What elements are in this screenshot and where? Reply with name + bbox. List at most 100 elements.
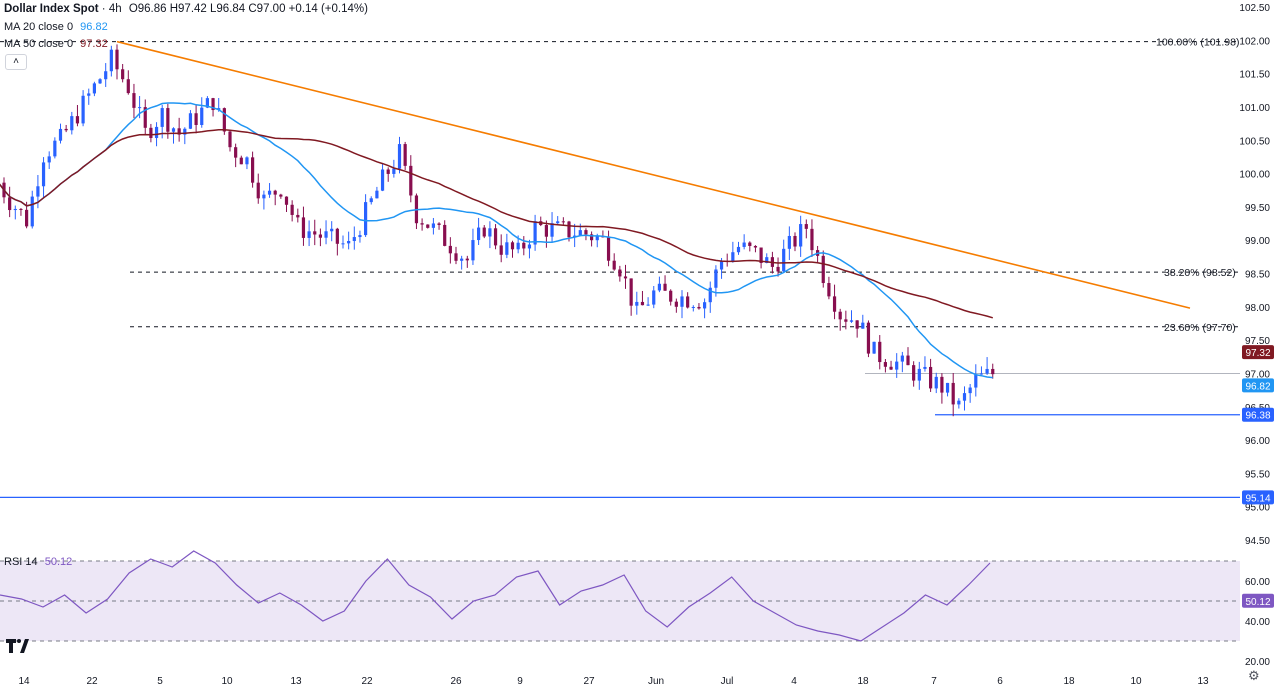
candle-body xyxy=(849,320,854,322)
candle-body xyxy=(154,126,159,139)
candle-body xyxy=(465,258,469,261)
y-tick-label: 96.00 xyxy=(1245,436,1270,447)
candle-body xyxy=(527,244,532,249)
tradingview-logo-icon[interactable] xyxy=(6,638,32,660)
price-badge-text: 96.38 xyxy=(1245,411,1270,422)
candle-body xyxy=(126,79,130,94)
price-badge-text: 97.32 xyxy=(1245,348,1270,359)
candle-body xyxy=(945,382,950,393)
candle-body xyxy=(239,157,243,165)
candle-body xyxy=(284,196,289,205)
moving-averages-layer xyxy=(0,102,994,379)
candle-body xyxy=(352,237,356,242)
candle-body xyxy=(787,235,791,249)
candle-body xyxy=(177,128,181,135)
candle-body xyxy=(426,224,430,228)
candle-body xyxy=(228,131,232,148)
candle-body xyxy=(392,168,396,174)
y-tick-label: 101.00 xyxy=(1239,103,1270,114)
y-tick-label: 100.50 xyxy=(1239,136,1270,147)
candle-body xyxy=(307,231,311,238)
y-tick-label: 95.50 xyxy=(1245,469,1270,480)
x-tick-label: Jun xyxy=(648,676,664,687)
x-tick-label: 5 xyxy=(157,676,163,687)
candle-body xyxy=(301,217,306,238)
candle-body xyxy=(30,196,34,227)
trendline xyxy=(116,40,1191,309)
candle-body xyxy=(844,319,848,322)
price-badge-text: 95.14 xyxy=(1245,493,1270,504)
candle-body xyxy=(838,311,842,320)
candle-body xyxy=(985,368,989,374)
rsi-legend[interactable]: RSI 14 50.12 xyxy=(4,555,72,569)
symbol-name[interactable]: Dollar Index Spot xyxy=(4,3,99,15)
candle-body xyxy=(657,283,661,291)
ohlc-readout: O96.86 H97.42 L96.84 C97.00 +0.14 (+0.14… xyxy=(128,3,368,15)
ma50-legend[interactable]: MA 50 close 0 97.32 xyxy=(4,37,108,51)
candle-body xyxy=(505,242,509,255)
candle-body xyxy=(143,107,147,128)
candle-body xyxy=(753,245,758,248)
candle-body xyxy=(36,186,40,197)
price-badge xyxy=(1242,490,1274,505)
price-badge-text: 96.82 xyxy=(1245,381,1270,392)
price-badge xyxy=(1242,345,1274,360)
candle-body xyxy=(669,290,673,302)
ma20-legend[interactable]: MA 20 close 0 96.82 xyxy=(4,20,108,34)
candle-body xyxy=(245,157,249,165)
candle-body xyxy=(663,283,667,291)
candle-body xyxy=(267,190,272,195)
x-tick-label: 14 xyxy=(18,676,30,687)
candle-body xyxy=(121,69,125,80)
price-badge xyxy=(1242,407,1274,422)
candle-body xyxy=(861,322,865,329)
y-tick-label: 100.00 xyxy=(1239,170,1270,181)
candle-body xyxy=(454,253,458,261)
rsi-line xyxy=(0,550,991,642)
candle-body xyxy=(138,107,142,109)
chevron-up-icon[interactable]: ˄ xyxy=(5,54,27,70)
candle-body xyxy=(878,341,882,363)
candle-body xyxy=(211,98,215,111)
interval-label[interactable]: 4h xyxy=(108,3,122,15)
candle-body xyxy=(832,296,837,312)
candle-body xyxy=(578,230,582,236)
x-tick-label: 7 xyxy=(931,676,937,687)
candle-body xyxy=(957,400,961,405)
candle-body xyxy=(324,231,328,238)
candle-body xyxy=(75,116,80,124)
candle-body xyxy=(697,306,701,309)
candle-body xyxy=(561,221,565,223)
candle-body xyxy=(47,156,51,163)
rsi-tick-label: 60.00 xyxy=(1245,577,1270,588)
candle-body xyxy=(533,221,537,245)
candle-body xyxy=(341,243,345,245)
candle-body xyxy=(8,197,12,211)
x-tick-label: 18 xyxy=(857,676,869,687)
candles-layer xyxy=(2,44,995,417)
x-tick-label: 22 xyxy=(86,676,98,687)
candle-body xyxy=(703,302,707,309)
candle-body xyxy=(70,116,74,131)
candle-body xyxy=(477,227,481,241)
candle-body xyxy=(708,287,712,303)
rsi-tick-label: 40.00 xyxy=(1245,617,1270,628)
x-tick-label: 6 xyxy=(997,676,1003,687)
candle-body xyxy=(719,260,724,270)
candle-body xyxy=(923,366,927,369)
candle-body xyxy=(544,225,548,237)
candle-body xyxy=(380,169,385,191)
y-tick-label: 102.00 xyxy=(1239,36,1270,47)
candle-body xyxy=(262,194,266,199)
gear-icon[interactable]: ⚙ xyxy=(1248,668,1260,683)
candle-body xyxy=(776,266,780,272)
candle-body xyxy=(358,235,362,238)
candle-body xyxy=(979,373,984,375)
x-tick-label: 26 xyxy=(450,676,462,687)
ma20-label: MA 20 close 0 xyxy=(4,21,74,33)
candle-body xyxy=(782,248,786,272)
candle-body xyxy=(934,376,938,389)
candle-body xyxy=(81,95,85,124)
candle-body xyxy=(765,257,769,263)
